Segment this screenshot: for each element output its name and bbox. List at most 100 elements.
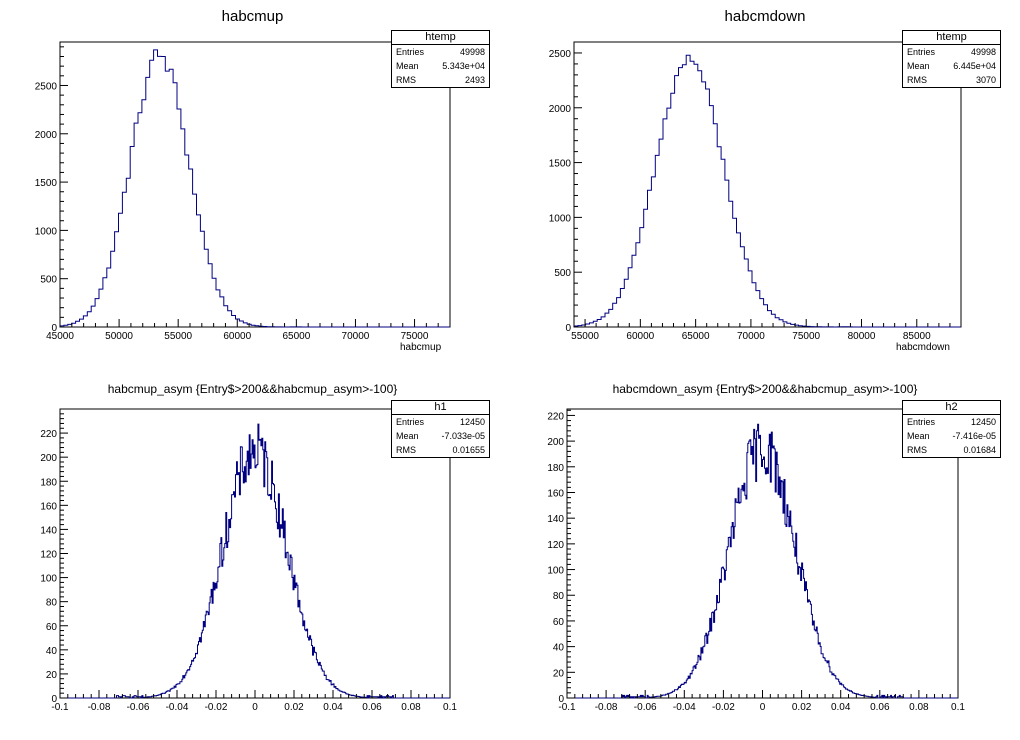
y-tick-label: 0 [51, 694, 57, 705]
histogram-line [59, 49, 450, 328]
y-tick-label: 100 [547, 566, 564, 577]
stats-entries-row: Entries 12450 [903, 415, 1000, 429]
x-tick-label: 55000 [571, 331, 599, 342]
x-tick-label: 0.1 [951, 702, 965, 713]
x-tick-label: -0.1 [51, 702, 69, 713]
stats-mean-value: 5.343e+04 [442, 61, 485, 71]
x-tick-label: 45000 [46, 331, 74, 342]
x-tick-label: 60000 [626, 331, 654, 342]
y-tick-label: 60 [553, 617, 565, 628]
stats-mean-value: 6.445e+04 [953, 61, 996, 71]
stats-rms-value: 0.01655 [452, 445, 485, 455]
stats-rms-label: RMS [907, 75, 927, 85]
stats-rms-value: 2493 [464, 75, 485, 85]
y-tick-label: 1500 [549, 159, 572, 170]
x-tick-label: -0.04 [166, 702, 189, 713]
x-tick-label: -0.02 [712, 702, 735, 713]
stats-rms-row: RMS 3070 [903, 73, 1000, 87]
y-tick-label: 1500 [35, 178, 58, 189]
x-tick-label: 0 [760, 702, 766, 713]
y-tick-label: 2000 [549, 104, 572, 115]
x-tick-label: -0.1 [558, 702, 576, 713]
stats-box-name: h1 [392, 401, 489, 415]
x-tick-label: 55000 [164, 331, 192, 342]
stats-box-name: h2 [903, 401, 1000, 415]
stats-entries-row: Entries 12450 [392, 415, 489, 429]
stats-box: h1 Entries 12450 Mean -7.033e-05 RMS 0.0165… [391, 400, 490, 458]
chart-title: habcmdown [724, 8, 806, 25]
y-tick-label: 1000 [549, 213, 572, 224]
stats-box: htemp Entries 49998 Mean 6.445e+04 RMS 3070 [902, 30, 1001, 88]
stats-box-name: htemp [392, 31, 489, 45]
stats-mean-value: -7.416e-05 [952, 431, 996, 441]
pad-habcmup: habcmup 45000 50000 55000 60000 65000 70000 75… [0, 0, 505, 365]
x-tick-label: 0.06 [870, 702, 890, 713]
x-tick-label: -0.08 [595, 702, 618, 713]
x-tick-label: 80000 [848, 331, 876, 342]
y-tick-label: 20 [46, 670, 58, 681]
x-tick-label: 0.04 [831, 702, 851, 713]
plot-frame [566, 408, 959, 699]
chart-title: habcmup [221, 8, 284, 25]
stats-entries-row: Entries 49998 [392, 45, 489, 59]
y-tick-label: 500 [40, 275, 57, 286]
y-tick-label: 80 [46, 598, 58, 609]
y-tick-label: 40 [553, 643, 565, 654]
x-tick-label: 0.08 [909, 702, 929, 713]
stats-rms-label: RMS [396, 75, 416, 85]
x-axis-label: habcmdown [896, 342, 950, 353]
y-tick-label: 0 [565, 323, 571, 334]
x-tick-label: 0 [252, 702, 258, 713]
x-tick-label: 0.02 [284, 702, 304, 713]
stats-mean-label: Mean [907, 61, 930, 71]
x-tick-label: 65000 [682, 331, 710, 342]
stats-box-name: htemp [903, 31, 1000, 45]
x-tick-label: -0.06 [127, 702, 150, 713]
y-tick-label: 0 [558, 694, 564, 705]
x-axis-label: habcmup [400, 342, 442, 353]
y-tick-label: 140 [547, 514, 564, 525]
y-tick-label: 160 [547, 488, 564, 499]
x-tick-label: 0.04 [323, 702, 343, 713]
y-tick-label: 20 [553, 668, 565, 679]
x-tick-label: 0.08 [401, 702, 421, 713]
chart-title: habcmup_asym {Entry$>200&&habcmup_asym>-… [107, 382, 398, 396]
stats-mean-label: Mean [396, 431, 419, 441]
histogram-line [60, 423, 450, 699]
stats-rms-value: 3070 [975, 75, 996, 85]
stats-rms-label: RMS [907, 445, 927, 455]
stats-mean-label: Mean [396, 61, 419, 71]
y-tick-label: 1000 [35, 226, 58, 237]
stats-rms-label: RMS [396, 445, 416, 455]
y-tick-label: 2000 [35, 130, 58, 141]
stats-mean-row: Mean -7.416e-05 [903, 429, 1000, 443]
x-tick-label: 65000 [282, 331, 310, 342]
y-tick-label: 140 [40, 525, 57, 536]
y-tick-label: 2500 [35, 81, 58, 92]
x-tick-label: 85000 [903, 331, 931, 342]
stats-rms-row: RMS 0.01684 [903, 443, 1000, 457]
y-tick-label: 500 [554, 268, 571, 279]
x-tick-label: -0.04 [673, 702, 696, 713]
stats-box: h2 Entries 12450 Mean -7.416e-05 RMS 0.0168… [902, 400, 1001, 458]
y-tick-label: 180 [547, 463, 564, 474]
histogram-line [567, 423, 958, 699]
y-tick-label: 2500 [549, 49, 572, 60]
stats-box: htemp Entries 49998 Mean 5.343e+04 RMS 2493 [391, 30, 490, 88]
stats-mean-row: Mean 5.343e+04 [392, 59, 489, 73]
histogram-plot: 45000 50000 55000 60000 65000 70000 75000 0 500 1… [35, 41, 451, 342]
x-tick-label: 70000 [737, 331, 765, 342]
y-tick-label: 40 [46, 646, 58, 657]
stats-mean-label: Mean [907, 431, 930, 441]
histogram-line [573, 54, 961, 328]
pad-habcmdown: habcmdown 55000 60000 65000 70000 75000 80000… [510, 0, 1020, 365]
stats-entries-value: 49998 [970, 47, 996, 57]
y-tick-label: 100 [40, 574, 57, 585]
chart-title: habcmdown_asym {Entry$>200&&habcmup_asym… [612, 382, 918, 396]
histogram-plot: 55000 60000 65000 70000 75000 80000 85000 0 500 1… [549, 41, 962, 342]
x-tick-label: -0.06 [634, 702, 657, 713]
y-tick-label: 120 [547, 540, 564, 551]
stats-entries-row: Entries 49998 [903, 45, 1000, 59]
x-tick-label: 75000 [401, 331, 429, 342]
y-tick-label: 200 [40, 453, 57, 464]
